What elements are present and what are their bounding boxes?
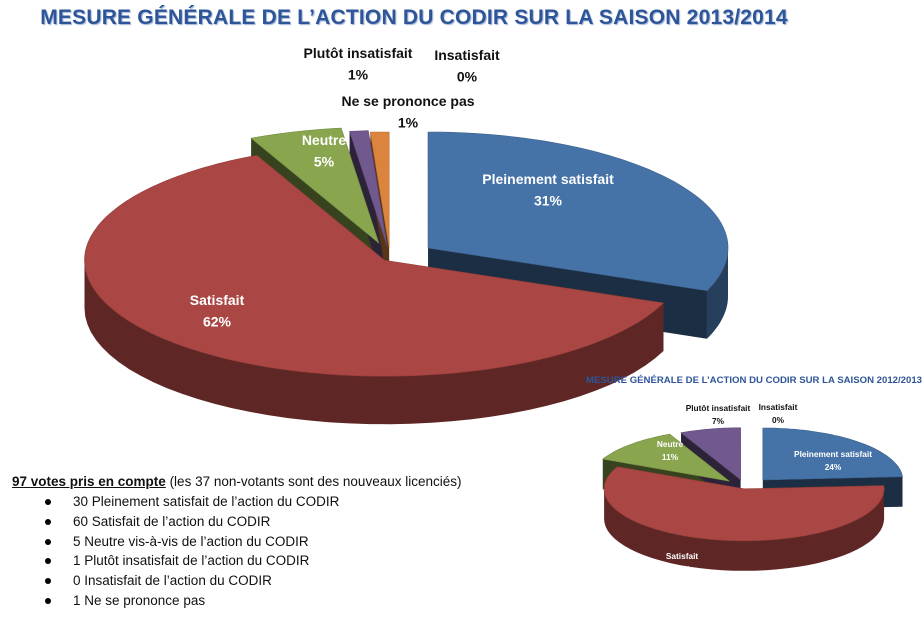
chart-title-2012-2013: MESURE GÉNÉRALE DE L’ACTION DU CODIR SUR… <box>586 374 922 386</box>
pie-2013-2014-slice-neutre <box>250 127 380 245</box>
pie-2013-2014-pie: Pleinement satisfait 31% Satisfait 62% Neutr… <box>84 45 729 425</box>
pie-2012-2013-slice-pleinement-satisfait <box>762 427 903 481</box>
pie-2013-2014-pct-plutot-insatisfait: 1% <box>348 67 369 83</box>
pie-2013-2014-side-satisfait <box>84 260 664 425</box>
votes-item: 30 Pleinement satisfait de l’action du C… <box>12 492 461 512</box>
pie-2013-2014-label-ne-se-prononce-pas: Ne se prononce pas <box>341 93 474 109</box>
pie-2013-2014-pct-pleinement-satisfait: 31% <box>534 193 563 209</box>
pie-2013-2014-slice-ne-se-prononce-pas <box>369 131 390 249</box>
pie-2012-2013-side-satisfait <box>604 488 885 571</box>
pie-2012-2013-label-plutot-insatisfait: Plutôt insatisfait <box>686 403 751 413</box>
pie-2012-2013-slice-satisfait <box>603 466 885 542</box>
chart-title-2013-2014: MESURE GÉNÉRALE DE L’ACTION DU CODIR SUR… <box>40 6 788 29</box>
pie-2013-2014-pct-satisfait: 62% <box>203 314 232 330</box>
pie-2013-2014-side-pleinement-satisfait <box>707 248 728 339</box>
votes-count: 97 votes pris en compte <box>12 474 166 489</box>
pie-2013-2014-pct-ne-se-prononce-pas: 1% <box>398 115 419 131</box>
votes-note: (les 37 non-votants sont des nouveaux li… <box>165 474 462 489</box>
pie-2013-2014-pct-neutre: 5% <box>314 154 335 170</box>
pie-2012-2013-label-satisfait: Satisfait <box>666 551 699 561</box>
pie-2012-2013-slice-plutot-insatisfait <box>680 427 741 481</box>
pie-2012-2013-pct-insatisfait: 0% <box>772 415 785 425</box>
pie-2012-2013-pct-plutot-insatisfait: 7% <box>712 416 725 426</box>
pie-2012-2013-pct-neutre: 11% <box>662 452 679 462</box>
votes-list: 30 Pleinement satisfait de l’action du C… <box>12 492 461 611</box>
votes-heading: 97 votes pris en compte (les 37 non-vota… <box>12 474 461 489</box>
pie-2012-2013-pct-pleinement-satisfait: 24% <box>825 462 842 472</box>
pie-2013-2014-label-insatisfait: Insatisfait <box>434 47 500 63</box>
votes-summary: 97 votes pris en compte (les 37 non-vota… <box>12 474 461 611</box>
pie-2013-2014-label-pleinement-satisfait: Pleinement satisfait <box>482 171 614 187</box>
votes-item: 0 Insatisfait de l’action du CODIR <box>12 571 461 591</box>
pie-2013-2014-slice-plutot-insatisfait <box>349 130 388 247</box>
pie-2013-2014-pct-insatisfait: 0% <box>457 69 478 85</box>
votes-item: 1 Ne se prononce pas <box>12 591 461 611</box>
pie-2012-2013-label-pleinement-satisfait: Pleinement satisfait <box>794 449 872 459</box>
pie-2012-2013-pie: Pleinement satisfait 24% Satisfait 58% Neutr… <box>602 402 903 574</box>
pie-2013-2014-slice-satisfait <box>84 154 665 377</box>
votes-item: 60 Satisfait de l’action du CODIR <box>12 512 461 532</box>
votes-item: 1 Plutôt insatisfait de l’action du CODI… <box>12 551 461 571</box>
pie-2012-2013-label-insatisfait: Insatisfait <box>759 402 798 412</box>
pie-2013-2014-label-neutre: Neutre <box>302 132 347 148</box>
votes-item: 5 Neutre vis-à-vis de l’action du CODIR <box>12 532 461 552</box>
pie-2012-2013-label-neutre: Neutre <box>657 439 684 449</box>
pie-2012-2013-slice-neutre <box>602 433 730 482</box>
pie-2013-2014-slice-pleinement-satisfait <box>427 131 729 292</box>
pie-2013-2014-label-satisfait: Satisfait <box>190 292 245 308</box>
pie-2012-2013-pct-satisfait: 58% <box>674 564 691 574</box>
pie-2013-2014-label-plutot-insatisfait: Plutôt insatisfait <box>304 45 413 61</box>
